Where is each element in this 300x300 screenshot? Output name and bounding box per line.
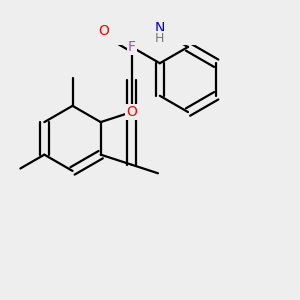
Text: H: H (155, 32, 164, 45)
Text: F: F (128, 40, 136, 54)
Text: N: N (154, 21, 165, 34)
Text: O: O (126, 105, 137, 119)
Text: O: O (98, 24, 109, 38)
